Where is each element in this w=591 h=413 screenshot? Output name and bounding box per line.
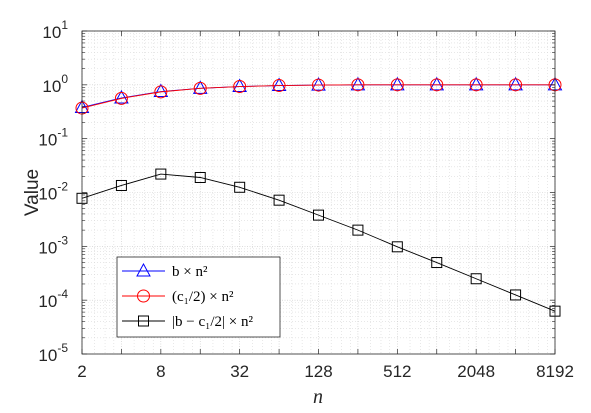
marker-square [391, 241, 403, 253]
marker-square [431, 257, 443, 269]
marker-circle [509, 78, 523, 92]
marker-square [313, 209, 324, 221]
series-line [81, 84, 555, 109]
marker-circle [114, 91, 128, 105]
legend-entries: b × n² (c₁/2) × n² |b − c₁/2| × n² [122, 262, 253, 330]
marker-square [273, 194, 285, 206]
marker-triangle [136, 262, 151, 277]
x-axis-label: n [313, 386, 323, 408]
marker-triangle [468, 76, 484, 91]
legend-label: |b − c₁/2| × n² [172, 314, 253, 330]
axis-ticks [81, 30, 556, 355]
marker-square [470, 273, 482, 285]
marker-circle [469, 78, 483, 92]
marker-square [194, 171, 206, 183]
marker-circle [430, 78, 444, 92]
marker-circle [390, 78, 404, 92]
y-tick-label: 10-3 [38, 233, 68, 257]
x-tick-label: 128 [304, 362, 332, 381]
marker-triangle [311, 77, 326, 91]
legend-box [116, 256, 281, 338]
y-tick-label: 10-5 [38, 341, 68, 365]
marker-triangle [271, 77, 287, 92]
x-tick-label: 2 [77, 362, 86, 381]
legend-label: (c₁/2) × n² [172, 289, 234, 305]
marker-square [510, 289, 522, 301]
x-tick-label: 8 [156, 362, 165, 381]
marker-square [138, 315, 149, 327]
marker-triangle [153, 83, 169, 98]
marker-square [234, 181, 246, 193]
marker-circle [272, 79, 286, 93]
x-tick-label: 32 [230, 362, 249, 381]
marker-triangle [429, 76, 445, 91]
marker-triangle [350, 76, 366, 91]
y-tick-label: 100 [42, 72, 68, 96]
marker-circle [137, 289, 150, 303]
y-axis-label: Value [22, 169, 43, 216]
x-tick-labels: 2 8 32 128 512 2048 8192 [77, 362, 574, 381]
marker-triangle [192, 80, 208, 94]
marker-triangle [114, 89, 129, 104]
x-tick-label: 512 [383, 362, 411, 381]
marker-triangle [389, 76, 405, 91]
y-tick-label: 10-1 [38, 126, 68, 150]
y-tick-label: 10-4 [38, 287, 68, 311]
marker-triangle [508, 76, 523, 91]
legend-label: b × n² [172, 264, 208, 280]
marker-circle [233, 80, 247, 94]
y-tick-label: 10-2 [38, 180, 68, 204]
marker-circle [351, 78, 365, 92]
marker-circle [312, 78, 325, 92]
x-tick-label: 8192 [536, 362, 574, 381]
marker-square [155, 168, 167, 180]
x-tick-label: 2048 [457, 362, 495, 381]
marker-square [352, 224, 364, 236]
marker-square [115, 179, 127, 191]
y-tick-labels: 10-5 10-4 10-3 10-2 10-1 100 101 [38, 18, 68, 365]
legend: b × n² (c₁/2) × n² |b − c₁/2| × n² [116, 256, 281, 338]
marker-triangle [232, 78, 248, 93]
y-tick-label: 101 [42, 18, 68, 42]
marker-circle [193, 81, 207, 95]
marker-circle [154, 85, 168, 99]
series-line [81, 173, 556, 312]
